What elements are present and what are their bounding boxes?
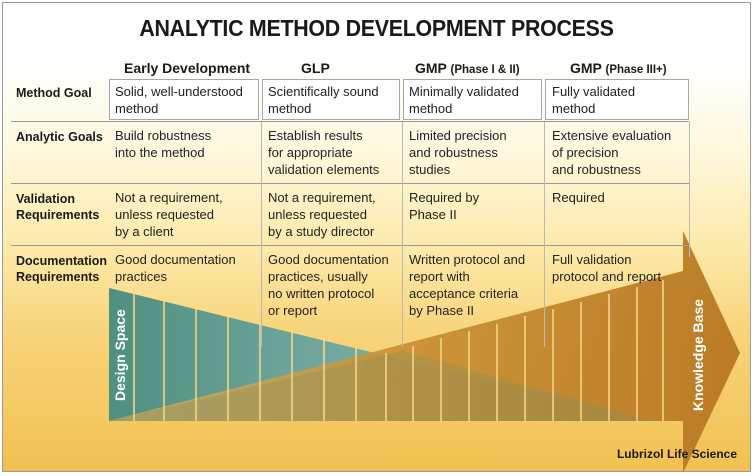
column-divider	[402, 122, 403, 347]
documentation-requirements-early-development: Good documentation practices	[115, 252, 236, 284]
knowledge-base-arrow	[109, 231, 740, 471]
method-goal-box-1	[109, 79, 259, 120]
row-divider	[11, 121, 689, 122]
column-header-early-development: Early Development	[124, 60, 251, 76]
method-goal-box-2	[262, 79, 400, 120]
row-divider	[11, 183, 689, 184]
method-goal-early-development: Solid, well-understood method	[115, 84, 243, 116]
method-goal-gmp-phase-3: Fully validated method	[552, 84, 636, 116]
row-label-validation-requirements: Validation Requirements	[16, 192, 100, 222]
row-divider	[11, 245, 689, 246]
method-goal-box-3	[403, 79, 542, 120]
design-space-label: Design Space	[112, 309, 128, 401]
column-header-glp: GLP	[301, 60, 330, 76]
column-divider	[544, 122, 545, 347]
analytic-goals-gmp-phase-1-2: Limited precision and robustness studies	[409, 128, 507, 177]
row-label-documentation-requirements: Documentation Requirements	[16, 254, 107, 284]
column-divider	[261, 122, 262, 347]
method-goal-box-4	[545, 79, 689, 120]
diagram-frame: Design Space Knowledge Base ANALYTIC MET…	[2, 2, 751, 472]
documentation-requirements-gmp-phase-1-2: Written protocol and report with acceptanc…	[409, 252, 526, 318]
row-label-analytic-goals: Analytic Goals	[16, 130, 103, 144]
analytic-goals-glp: Establish results for appropriate validati…	[268, 128, 380, 177]
method-goal-glp: Scientifically sound method	[268, 84, 379, 116]
validation-requirements-early-development: Not a requirement, unless requested by a c…	[115, 190, 223, 239]
page-title: ANALYTIC METHOD DEVELOPMENT PROCESS	[139, 15, 614, 41]
documentation-requirements-gmp-phase-3: Full validation protocol and report	[552, 252, 662, 284]
validation-requirements-gmp-phase-3: Required	[552, 190, 605, 205]
column-header-gmp-phase-1-2: GMP (Phase I & II)	[415, 60, 520, 76]
analytic-goals-early-development: Build robustness into the method	[115, 128, 212, 160]
method-goal-gmp-phase-1-2: Minimally validated method	[409, 84, 519, 116]
validation-requirements-gmp-phase-1-2: Required by Phase II	[409, 190, 480, 222]
column-header-gmp-phase-3: GMP (Phase III+)	[570, 60, 667, 76]
stripe-lines	[133, 280, 664, 421]
overlap-band	[109, 351, 653, 421]
column-divider	[689, 122, 690, 257]
analytic-goals-gmp-phase-3: Extensive evaluation of precision and robu…	[552, 128, 672, 177]
progress-arrows: Design Space Knowledge Base	[109, 231, 740, 471]
row-label-method-goal: Method Goal	[16, 86, 92, 100]
documentation-requirements-glp: Good documentation practices, usually no w…	[268, 252, 389, 318]
credit-label: Lubrizol Life Science	[616, 447, 737, 461]
knowledge-base-label: Knowledge Base	[690, 299, 706, 411]
validation-requirements-glp: Not a requirement, unless requested by a s…	[268, 190, 376, 239]
